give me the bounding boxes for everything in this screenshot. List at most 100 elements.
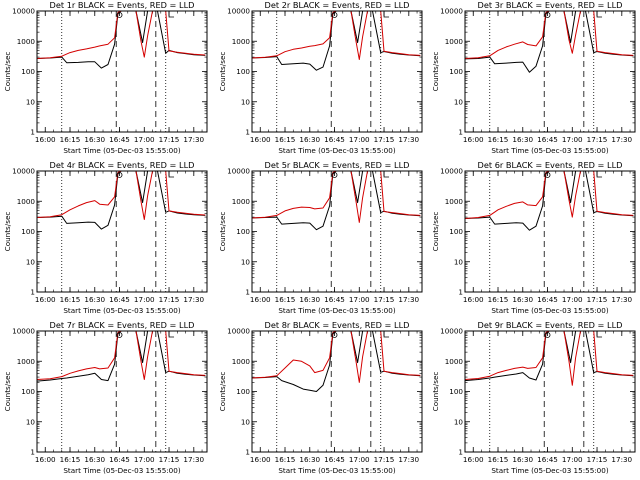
x-axis-label: Start Time (05-Dec-03 15:55:00) — [491, 306, 608, 315]
saturation-marker-circle — [544, 12, 551, 18]
x-tick-label: 16:30 — [84, 295, 105, 304]
x-tick-label: 17:00 — [134, 135, 155, 144]
x-tick-label: 16:30 — [512, 135, 533, 144]
x-tick-label: 16:15 — [488, 135, 509, 144]
saturation-marker-circle — [544, 172, 551, 178]
x-tick-label: 16:45 — [109, 135, 130, 144]
y-tick-label: 100 — [449, 227, 463, 236]
x-tick-label: 16:15 — [488, 455, 509, 464]
y-tick-label: 10 — [454, 97, 464, 106]
x-tick-label: 16:15 — [60, 295, 81, 304]
panel-grid: Det 1r BLACK = Events, RED = LLD Counts/s… — [3, 0, 636, 475]
saturation-marker-circle — [331, 12, 338, 18]
panel-title: Det 9r BLACK = Events, RED = LLD — [478, 320, 623, 330]
y-tick-label: 100 — [236, 227, 250, 236]
y-tick-label: 10000 — [227, 7, 250, 16]
x-tick-label: 16:45 — [537, 295, 558, 304]
x-tick-label: 17:15 — [374, 455, 395, 464]
chart-panel: Det 9r BLACK = Events, RED = LLD Counts/s… — [431, 320, 636, 475]
y-axis-label: Counts/sec — [218, 372, 227, 412]
plot-frame — [251, 10, 423, 133]
x-axis-label: Start Time (05-Dec-03 15:55:00) — [491, 146, 608, 155]
saturation-marker-circle — [544, 332, 551, 338]
lld-series-line — [465, 171, 634, 219]
x-tick-label: 17:15 — [587, 135, 608, 144]
x-tick-label: 16:00 — [463, 135, 484, 144]
x-tick-label: 16:00 — [250, 455, 271, 464]
x-tick-label: 17:30 — [183, 295, 204, 304]
y-tick-label: 10 — [241, 97, 251, 106]
y-tick-label: 100 — [21, 387, 35, 396]
x-tick-label: 16:45 — [109, 295, 130, 304]
x-tick-label: 16:45 — [324, 295, 345, 304]
saturation-marker-circle — [331, 172, 338, 178]
x-tick-label: 17:30 — [398, 135, 419, 144]
chart-panel: Det 7r BLACK = Events, RED = LLD Counts/s… — [3, 320, 208, 475]
x-tick-label: 17:00 — [349, 455, 370, 464]
y-axis-label: Counts/sec — [431, 212, 440, 252]
x-axis-label: Start Time (05-Dec-03 15:55:00) — [63, 146, 180, 155]
y-tick-label: 10000 — [440, 327, 463, 336]
plot-frame — [464, 330, 636, 453]
y-tick-label: 1 — [30, 448, 35, 457]
saturation-marker-bracket — [168, 332, 175, 338]
saturation-marker-circle — [116, 12, 123, 18]
x-tick-label: 16:00 — [463, 455, 484, 464]
panel-title: Det 8r BLACK = Events, RED = LLD — [265, 320, 410, 330]
y-tick-label: 100 — [449, 387, 463, 396]
x-axis-label: Start Time (05-Dec-03 15:55:00) — [63, 466, 180, 475]
saturation-marker-circle — [331, 332, 338, 338]
x-tick-label: 17:15 — [587, 295, 608, 304]
x-tick-label: 17:00 — [562, 295, 583, 304]
saturation-marker-bracket — [383, 172, 390, 178]
plot-frame — [251, 330, 423, 453]
y-tick-label: 1 — [30, 128, 35, 137]
lld-series-line — [252, 171, 421, 223]
x-tick-label: 16:15 — [60, 455, 81, 464]
saturation-marker-bracket — [596, 172, 603, 178]
lld-series-line — [465, 11, 634, 59]
y-tick-label: 10000 — [227, 327, 250, 336]
y-tick-label: 1000 — [445, 197, 464, 206]
x-tick-label: 16:15 — [275, 295, 296, 304]
saturation-marker-bracket — [596, 332, 603, 338]
saturation-marker-bracket — [383, 332, 390, 338]
x-tick-label: 17:15 — [159, 295, 180, 304]
x-tick-label: 17:00 — [134, 295, 155, 304]
y-axis-label: Counts/sec — [3, 212, 12, 252]
y-tick-label: 1000 — [17, 37, 36, 46]
lld-series-line — [37, 171, 206, 220]
x-tick-label: 17:15 — [374, 135, 395, 144]
x-tick-label: 17:30 — [183, 455, 204, 464]
chart-panel: Det 1r BLACK = Events, RED = LLD Counts/s… — [3, 0, 208, 155]
y-axis-label: Counts/sec — [431, 52, 440, 92]
panel-title: Det 4r BLACK = Events, RED = LLD — [50, 160, 195, 170]
chart-panel: Det 5r BLACK = Events, RED = LLD Counts/s… — [218, 160, 423, 315]
y-tick-label: 10 — [454, 257, 464, 266]
y-axis-label: Counts/sec — [431, 372, 440, 412]
x-tick-label: 16:30 — [84, 455, 105, 464]
y-tick-label: 100 — [21, 67, 35, 76]
y-tick-label: 1000 — [445, 37, 464, 46]
y-axis-label: Counts/sec — [3, 372, 12, 412]
x-tick-label: 16:15 — [275, 135, 296, 144]
x-axis-label: Start Time (05-Dec-03 15:55:00) — [63, 306, 180, 315]
chart-panel: Det 3r BLACK = Events, RED = LLD Counts/s… — [431, 0, 636, 155]
y-tick-label: 1 — [245, 128, 250, 137]
y-tick-label: 10000 — [12, 327, 35, 336]
x-tick-label: 17:30 — [183, 135, 204, 144]
chart-panel: Det 6r BLACK = Events, RED = LLD Counts/s… — [431, 160, 636, 315]
plot-frame — [251, 170, 423, 293]
x-tick-label: 17:00 — [562, 455, 583, 464]
y-tick-label: 1000 — [17, 197, 36, 206]
y-tick-label: 10 — [26, 97, 36, 106]
x-tick-label: 17:15 — [159, 135, 180, 144]
x-tick-label: 17:00 — [349, 135, 370, 144]
x-tick-label: 17:00 — [349, 295, 370, 304]
x-tick-label: 17:30 — [398, 295, 419, 304]
lld-series-line — [37, 11, 206, 59]
y-tick-label: 10 — [241, 257, 251, 266]
y-axis-label: Counts/sec — [3, 52, 12, 92]
x-tick-label: 16:00 — [250, 295, 271, 304]
